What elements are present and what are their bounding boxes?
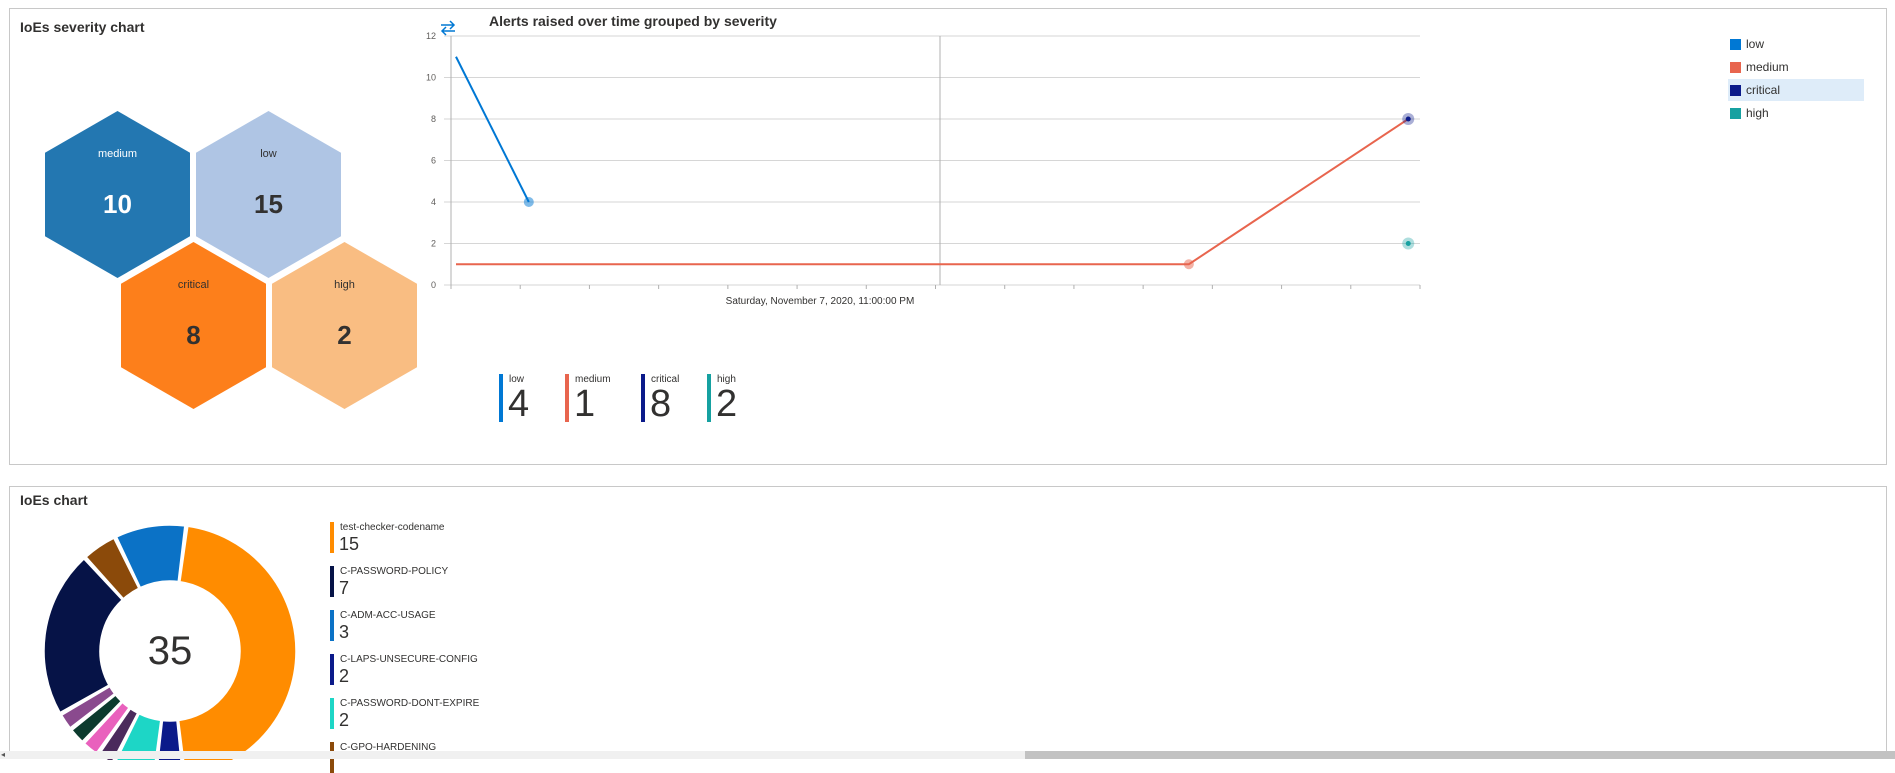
severity-chart-title: IoEs severity chart <box>20 19 145 35</box>
stat-bar-high <box>707 374 711 422</box>
donut-legend-bar <box>330 654 334 685</box>
donut-segment[interactable] <box>115 524 186 589</box>
hex-value-medium: 10 <box>103 189 132 219</box>
donut-segment[interactable] <box>97 707 139 760</box>
donut-segment[interactable] <box>70 693 123 743</box>
hex-high[interactable]: high 2 <box>272 242 417 409</box>
stat-bar-critical <box>641 374 645 422</box>
legend-label-low: low <box>1746 37 1765 51</box>
alerts-line-chart: 0 2 4 6 8 10 12 Saturday, November 7, 2020, 11:… <box>426 31 1421 307</box>
legend-label-high: high <box>1746 106 1769 120</box>
hex-low[interactable]: low 15 <box>196 111 341 278</box>
y-tick-label: 10 <box>426 73 436 83</box>
donut-legend-name: C-PASSWORD-DONT-EXPIRE <box>340 698 480 709</box>
hex-shape-low <box>196 111 341 278</box>
stat-value-critical: 8 <box>650 383 672 425</box>
donut-segment[interactable] <box>114 712 162 760</box>
hex-shape-critical <box>121 242 266 409</box>
donut-legend-bar <box>330 566 334 597</box>
hex-label-medium: medium <box>97 148 138 160</box>
donut-total: 35 <box>148 629 193 673</box>
stat-label-high: high <box>717 374 736 385</box>
donut-segment[interactable] <box>83 701 131 755</box>
y-tick-label: 0 <box>431 280 436 290</box>
legend-item-high[interactable]: high <box>1728 102 1864 124</box>
donut-legend-name: test-checker-codename <box>340 522 445 533</box>
donut-legend-value: 15 <box>339 534 360 554</box>
donut-legend-value: 3 <box>339 622 350 642</box>
scrollbar-thumb[interactable] <box>1025 751 1895 759</box>
series-line-low <box>455 56 530 203</box>
hex-critical[interactable]: critical 8 <box>121 242 266 409</box>
x-annotation-label: Saturday, November 7, 2020, 11:00:00 PM <box>726 296 915 307</box>
stat-label-critical: critical <box>651 374 680 385</box>
stat-value-low: 4 <box>508 383 530 425</box>
donut-legend-bar <box>330 698 334 729</box>
y-tick-label: 2 <box>431 239 436 249</box>
series-line-medium <box>456 118 1409 266</box>
hex-value-critical: 8 <box>186 320 201 350</box>
stat-value-medium: 1 <box>574 383 596 425</box>
donut-segment[interactable] <box>156 719 182 760</box>
swap-arrows-icon[interactable] <box>437 17 459 39</box>
donut-legend-bar <box>330 522 334 553</box>
point-critical <box>1405 116 1411 122</box>
legend-label-medium: medium <box>1746 60 1789 74</box>
legend-item-low[interactable]: low <box>1728 33 1864 55</box>
point-low <box>523 197 534 207</box>
donut-legend-value: 2 <box>339 666 350 686</box>
hex-label-critical: critical <box>177 279 210 291</box>
ioes-chart-panel: IoEs chart 35 test-checker-codename 15 C… <box>9 486 1887 773</box>
ioes-chart-title: IoEs chart <box>20 492 88 508</box>
point-medium <box>1183 259 1194 270</box>
legend-swatch-medium <box>1730 62 1741 73</box>
alerts-dashboard-panel: IoEs severity chart medium 10 low 15 cri… <box>9 8 1887 465</box>
stat-bar-medium <box>565 374 569 422</box>
stat-bar-low <box>499 374 503 422</box>
ioes-donut-chart: 35 <box>43 524 297 760</box>
point-high <box>1405 241 1411 246</box>
hex-shape-medium <box>45 111 190 278</box>
donut-legend-name: C-ADM-ACC-USAGE <box>340 610 436 621</box>
legend-swatch-critical <box>1730 85 1741 96</box>
legend-item-medium[interactable]: medium <box>1728 56 1864 78</box>
hex-shape-high <box>272 242 417 409</box>
y-tick-label: 12 <box>426 31 436 41</box>
y-tick-label: 8 <box>431 114 436 124</box>
donut-legend-name: C-GPO-HARDENING <box>340 742 437 753</box>
alerts-chart-title: Alerts raised over time grouped by sever… <box>489 13 777 29</box>
stat-value-high: 2 <box>716 383 738 425</box>
donut-legend-value: 2 <box>339 710 350 730</box>
donut-segment[interactable] <box>177 525 297 760</box>
legend-label-critical: critical <box>1746 83 1781 97</box>
legend-swatch-low <box>1730 39 1741 50</box>
donut-segment[interactable] <box>60 685 116 729</box>
legend-item-critical[interactable]: critical <box>1728 79 1864 101</box>
stat-label-medium: medium <box>575 374 611 385</box>
stat-label-low: low <box>509 374 525 385</box>
donut-legend-name: C-LAPS-UNSECURE-CONFIG <box>340 654 478 665</box>
hex-value-low: 15 <box>254 189 283 219</box>
scroll-left-arrow-icon[interactable]: ◂ <box>1 750 6 759</box>
hex-label-low: low <box>260 148 277 160</box>
y-tick-label: 4 <box>431 197 436 207</box>
donut-legend-name: C-PASSWORD-POLICY <box>340 566 449 577</box>
hex-label-high: high <box>334 279 355 291</box>
donut-segment[interactable] <box>43 557 124 714</box>
donut-segment[interactable] <box>85 537 140 600</box>
donut-legend-value: 7 <box>339 578 350 598</box>
hex-medium[interactable]: medium 10 <box>45 111 190 278</box>
legend-swatch-high <box>1730 108 1741 119</box>
hex-value-high: 2 <box>337 320 352 350</box>
y-tick-label: 6 <box>431 156 436 166</box>
horizontal-scrollbar[interactable] <box>0 751 1895 759</box>
donut-legend-bar <box>330 610 334 641</box>
